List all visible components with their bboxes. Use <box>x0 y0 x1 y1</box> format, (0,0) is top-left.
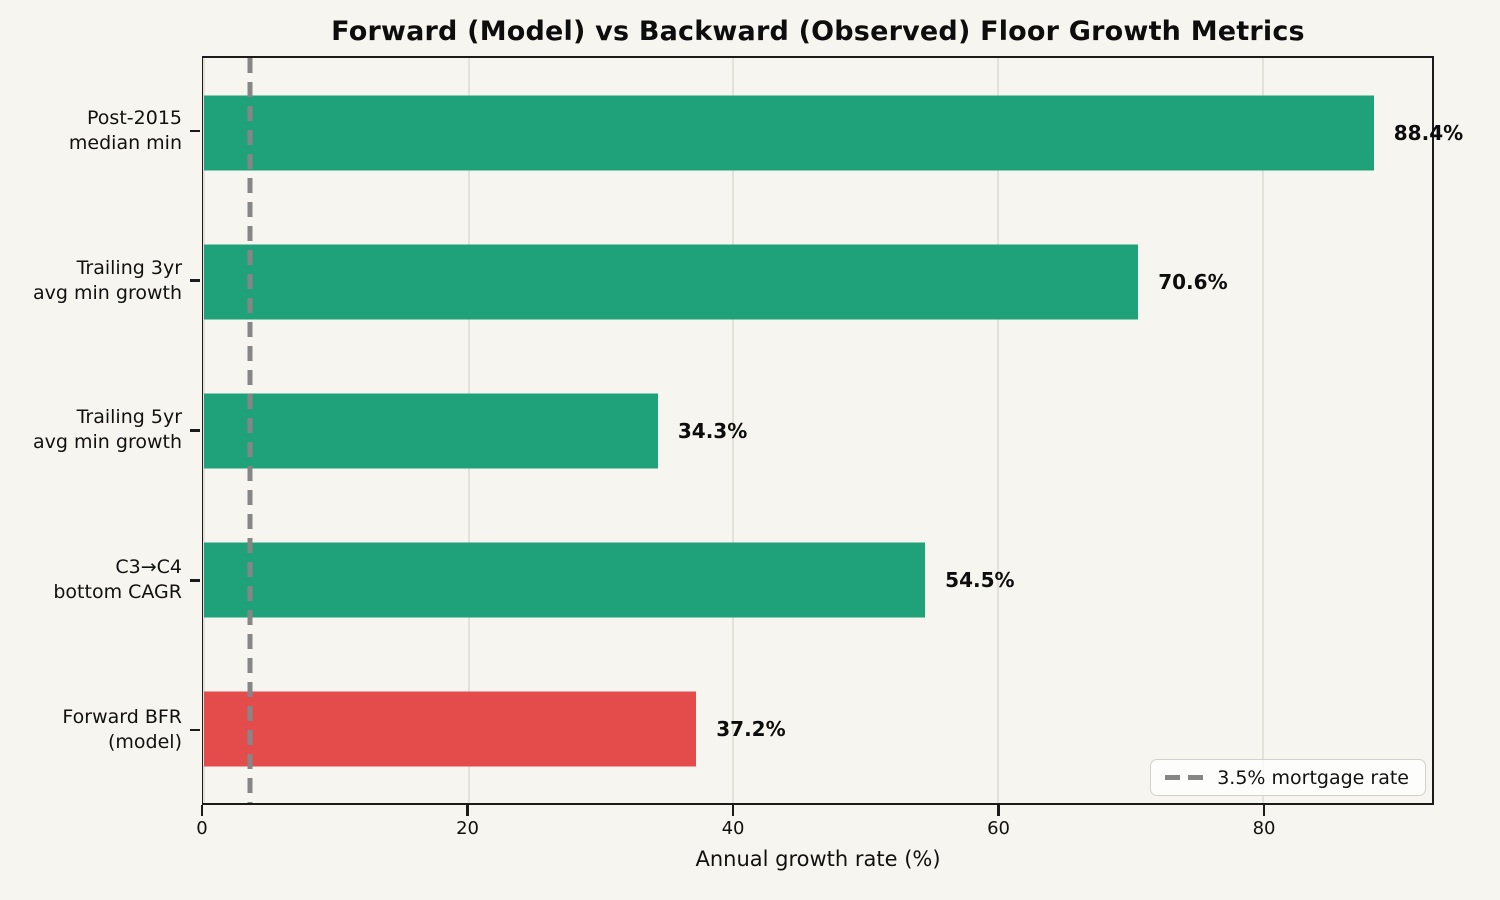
bar-value-label: 54.5% <box>945 567 1015 592</box>
y-tick-mark <box>190 728 200 732</box>
legend-label: 3.5% mortgage rate <box>1217 766 1409 789</box>
x-tick-mark <box>731 805 735 816</box>
x-tick-mark <box>466 805 469 816</box>
x-tick-label: 0 <box>196 818 208 839</box>
x-tick-label: 20 <box>456 818 479 839</box>
gridline <box>1261 58 1264 803</box>
bar-value-label: 88.4% <box>1393 120 1464 145</box>
legend: 3.5% mortgage rate <box>1150 759 1426 796</box>
y-axis-label: Trailing 3yr avg min growth <box>33 256 182 304</box>
y-axis-label: Post-2015 median min <box>68 106 182 154</box>
gridline <box>732 58 735 803</box>
bar-value-label: 34.3% <box>677 418 748 443</box>
y-axis-labels: Post-2015 median min Trailing 3yr avg min… <box>0 56 188 805</box>
bar-value-label: 37.2% <box>716 716 786 741</box>
y-tick-mark <box>190 429 200 432</box>
bar-2 <box>204 393 658 468</box>
x-tick-mark <box>200 805 204 816</box>
bar-row: 54.5% <box>204 505 1432 654</box>
x-tick-label: 80 <box>1252 818 1276 839</box>
bar-row: 37.2% <box>204 654 1432 803</box>
dashed-line-icon <box>1165 775 1204 780</box>
chart-title: Forward (Model) vs Backward (Observed) F… <box>331 16 1305 47</box>
x-axis-tick-labels: 0 20 40 60 80 <box>196 818 1434 842</box>
bar-1 <box>204 244 1139 319</box>
y-tick-mark <box>190 279 200 282</box>
bar-3 <box>204 542 926 617</box>
x-tick-mark <box>997 805 1000 816</box>
x-tick-mark <box>1262 805 1266 816</box>
x-tick-label: 60 <box>987 818 1010 839</box>
y-axis-label: Forward BFR (model) <box>62 706 182 754</box>
y-axis-label: C3→C4 bottom CAGR <box>53 556 182 604</box>
plot-area: 88.4% 70.6% 34.3% 54.5% 37.2% <box>202 56 1463 805</box>
y-axis-label: Trailing 5yr avg min growth <box>33 406 182 454</box>
y-tick-mark <box>190 579 200 582</box>
mortgage-rate-reference-line <box>247 58 253 803</box>
gridline <box>996 58 999 803</box>
x-axis-ticks <box>200 805 1434 816</box>
bar-4 <box>204 691 697 766</box>
x-tick-label: 40 <box>721 818 745 839</box>
bar-value-label: 70.6% <box>1158 269 1228 294</box>
bar-row: 88.4% <box>204 58 1463 207</box>
y-tick-mark <box>190 129 200 133</box>
bar-0 <box>204 95 1374 170</box>
bar-row: 70.6% <box>204 207 1432 356</box>
y-axis-ticks <box>190 56 200 805</box>
bar-row: 34.3% <box>204 356 1432 505</box>
x-axis-title: Annual growth rate (%) <box>695 847 941 871</box>
